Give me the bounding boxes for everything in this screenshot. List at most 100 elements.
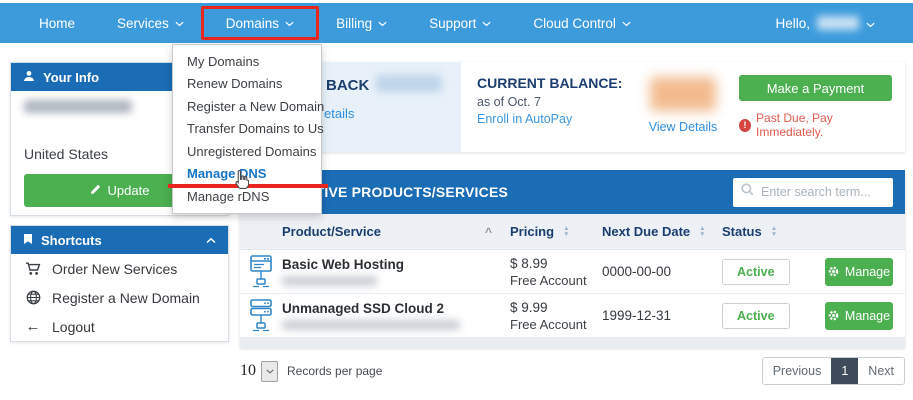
status-badge[interactable]: Active: [722, 258, 790, 285]
products-title: ACTIVE PRODUCTS/SERVICES: [295, 184, 509, 200]
column-pricing[interactable]: Pricing ▲ ▼: [510, 224, 602, 239]
column-product-service[interactable]: Product/Service ^: [282, 224, 510, 239]
price: $ 9.99: [510, 299, 548, 315]
panel-bottom-strip: [240, 338, 905, 348]
search-icon: [741, 183, 754, 201]
pagination-previous[interactable]: Previous: [762, 358, 832, 384]
redacted-cashback-amount: [376, 75, 442, 92]
redacted-domain: [282, 276, 377, 286]
chevron-down-icon: [482, 21, 491, 27]
pricing-cell: $ 9.99 Free Account: [510, 300, 602, 332]
nav-item-cloud-control[interactable]: Cloud Control: [512, 3, 652, 43]
current-balance-title: CURRENT BALANCE:: [477, 75, 623, 91]
pagination-next[interactable]: Next: [858, 358, 904, 384]
sort-icon: ▲ ▼: [699, 225, 706, 238]
redacted-balance-amount: [650, 77, 716, 111]
enroll-autopay-link[interactable]: Enroll in AutoPay: [477, 112, 573, 126]
redacted-account-name: [24, 100, 132, 113]
products-header: ACTIVE PRODUCTS/SERVICES: [240, 170, 905, 214]
menu-item-manage-rdns[interactable]: Manage rDNS: [187, 188, 270, 204]
shortcut-register-new-domain[interactable]: Register a New Domain: [11, 283, 228, 312]
billing-term: Free Account: [510, 316, 587, 332]
gear-icon: [828, 266, 839, 277]
shortcut-order-new-services[interactable]: Order New Services: [11, 254, 228, 283]
status-badge[interactable]: Active: [722, 302, 790, 329]
alert-icon: !: [739, 118, 752, 132]
records-per-page-select[interactable]: [261, 360, 278, 382]
update-button-label: Update: [107, 183, 150, 198]
pagination: Previous 1 Next: [761, 357, 905, 385]
pencil-icon: [90, 183, 102, 198]
menu-item-renew-domains[interactable]: Renew Domains: [187, 76, 283, 92]
balance-section: CURRENT BALANCE: as of Oct. 7 Enroll in …: [461, 62, 905, 152]
cashback-title-fragment: BACK: [326, 77, 370, 94]
menu-item-register-new-domain[interactable]: Register a New Domain: [187, 98, 325, 114]
pagination-page-1[interactable]: 1: [831, 358, 859, 384]
logout-arrow-icon: ←: [25, 318, 41, 335]
records-per-page-value: 10: [240, 362, 256, 379]
product-name[interactable]: Basic Web Hosting: [282, 257, 405, 272]
past-due-notice: ! Past Due, Pay Immediately.: [739, 111, 892, 139]
country-label: United States: [24, 146, 109, 162]
shortcut-logout[interactable]: ← Logout: [11, 312, 228, 341]
manage-button[interactable]: Manage: [825, 301, 893, 330]
globe-icon: [24, 290, 42, 305]
column-label: Status: [722, 224, 762, 239]
nav-item-home[interactable]: Home: [18, 3, 96, 43]
panel-title: Shortcuts: [41, 232, 102, 248]
column-label: Product/Service: [282, 224, 381, 239]
nav-item-label: Home: [39, 15, 76, 31]
nav-item-label: Domains: [225, 15, 280, 31]
chevron-down-icon: [378, 21, 387, 27]
past-due-text: Past Due, Pay Immediately.: [756, 111, 833, 139]
manage-button-label: Manage: [844, 264, 891, 279]
billing-summary-bar: BACK etails CURRENT BALANCE: as of Oct. …: [240, 62, 905, 152]
account-menu[interactable]: Hello,: [775, 16, 875, 31]
gear-icon: [828, 310, 839, 321]
chevron-down-icon: [622, 21, 631, 27]
chevron-down-icon: [265, 368, 274, 374]
next-due-date: 1999-12-31: [602, 308, 672, 323]
sort-icon: ▲ ▼: [770, 225, 778, 238]
nav-item-domains[interactable]: Domains: [200, 3, 320, 43]
balance-as-of-label: as of Oct. 7: [477, 95, 541, 109]
search-box: [733, 177, 893, 207]
next-due-date: 0000-00-00: [602, 264, 672, 279]
search-input[interactable]: [761, 185, 876, 199]
top-nav: Home Services Domains Billing Support Cl…: [0, 3, 913, 43]
product-name[interactable]: Unmanaged SSD Cloud 2: [282, 301, 445, 316]
make-payment-button[interactable]: Make a Payment: [739, 75, 892, 101]
chevron-up-icon[interactable]: [206, 237, 216, 244]
product-cell: Unmanaged SSD Cloud 2: [282, 301, 510, 330]
billing-term: Free Account: [510, 272, 587, 288]
shortcut-label: Order New Services: [52, 260, 178, 277]
nav-item-services[interactable]: Services: [96, 3, 205, 43]
panel-title: Your Info: [43, 69, 100, 85]
table-header-row: Product/Service ^ Pricing ▲ ▼ Next Due Da…: [240, 214, 905, 250]
nav-item-label: Billing: [336, 15, 373, 31]
greeting-label: Hello,: [775, 15, 810, 31]
nav-item-label: Cloud Control: [533, 15, 616, 31]
manage-button-label: Manage: [844, 308, 891, 323]
nav-item-support[interactable]: Support: [408, 3, 512, 43]
menu-item-my-domains[interactable]: My Domains: [187, 53, 260, 69]
nav-items: Home Services Domains Billing Support Cl…: [18, 3, 652, 43]
price: $ 8.99: [510, 255, 548, 271]
shortcuts-panel: Shortcuts Order New Services Register a …: [10, 225, 229, 342]
menu-item-transfer-domains[interactable]: Transfer Domains to Us: [187, 121, 324, 137]
view-details-link[interactable]: View Details: [648, 120, 718, 134]
pricing-cell: $ 8.99 Free Account: [510, 256, 602, 288]
column-next-due-date[interactable]: Next Due Date ▲ ▼: [602, 224, 722, 239]
table-row: Unmanaged SSD Cloud 2 $ 9.99 Free Accoun…: [240, 294, 905, 338]
menu-item-unregistered-domains[interactable]: Unregistered Domains: [187, 143, 317, 159]
nav-item-billing[interactable]: Billing: [315, 3, 408, 43]
manage-button[interactable]: Manage: [825, 257, 893, 286]
table-row: Basic Web Hosting $ 8.99 Free Account 00…: [240, 250, 905, 294]
column-status[interactable]: Status ▲ ▼: [722, 224, 825, 239]
cashback-details-link-fragment[interactable]: etails: [324, 106, 355, 121]
cloud-server-icon: [240, 298, 282, 334]
chevron-down-icon: [285, 21, 294, 27]
shortcuts-header[interactable]: Shortcuts: [11, 226, 228, 254]
product-cell: Basic Web Hosting: [282, 257, 510, 286]
